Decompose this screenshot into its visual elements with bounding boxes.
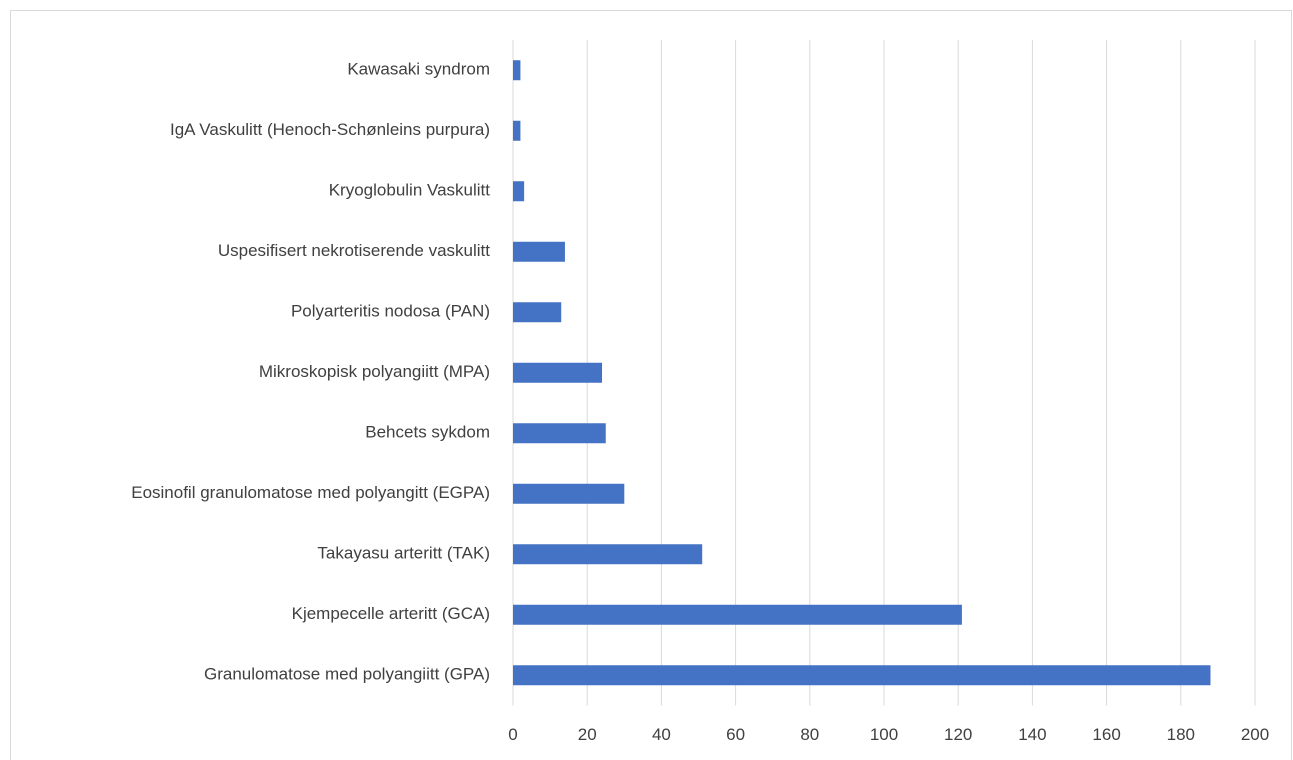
- x-tick-label: 120: [944, 725, 972, 744]
- y-tick-label: Kryoglobulin Vaskulitt: [329, 181, 491, 200]
- x-tick-label: 140: [1018, 725, 1046, 744]
- x-tick-label: 80: [800, 725, 819, 744]
- bar: [513, 120, 521, 141]
- x-tick-label: 60: [726, 725, 745, 744]
- y-tick-label: IgA Vaskulitt (Henoch-Schønleins purpura…: [170, 120, 490, 139]
- bar: [513, 241, 565, 262]
- y-tick-label: Eosinofil granulomatose med polyangitt (…: [131, 483, 490, 502]
- bar: [513, 604, 962, 625]
- y-tick-label: Polyarteritis nodosa (PAN): [291, 302, 490, 321]
- bar: [513, 544, 703, 565]
- y-tick-label: Granulomatose med polyangiitt (GPA): [204, 665, 490, 684]
- bar: [513, 302, 562, 323]
- y-tick-label: Mikroskopisk polyangiitt (MPA): [259, 362, 490, 381]
- y-tick-label: Behcets sykdom: [365, 423, 490, 442]
- bar: [513, 60, 521, 81]
- y-tick-label: Kawasaki syndrom: [347, 60, 490, 79]
- y-tick-label: Uspesifisert nekrotiserende vaskulitt: [218, 241, 490, 260]
- bar: [513, 665, 1211, 686]
- x-tick-label: 160: [1092, 725, 1120, 744]
- x-tick-label: 100: [870, 725, 898, 744]
- x-tick-label: 40: [652, 725, 671, 744]
- x-tick-label: 200: [1241, 725, 1269, 744]
- x-tick-label: 180: [1167, 725, 1195, 744]
- chart-border: [10, 10, 1292, 760]
- x-tick-label: 0: [508, 725, 517, 744]
- bar: [513, 362, 603, 383]
- x-tick-label: 20: [578, 725, 597, 744]
- bar: [513, 423, 606, 444]
- bar: [513, 483, 625, 504]
- y-tick-label: Takayasu arteritt (TAK): [317, 544, 490, 563]
- bar: [513, 181, 525, 202]
- y-tick-label: Kjempecelle arteritt (GCA): [292, 604, 490, 623]
